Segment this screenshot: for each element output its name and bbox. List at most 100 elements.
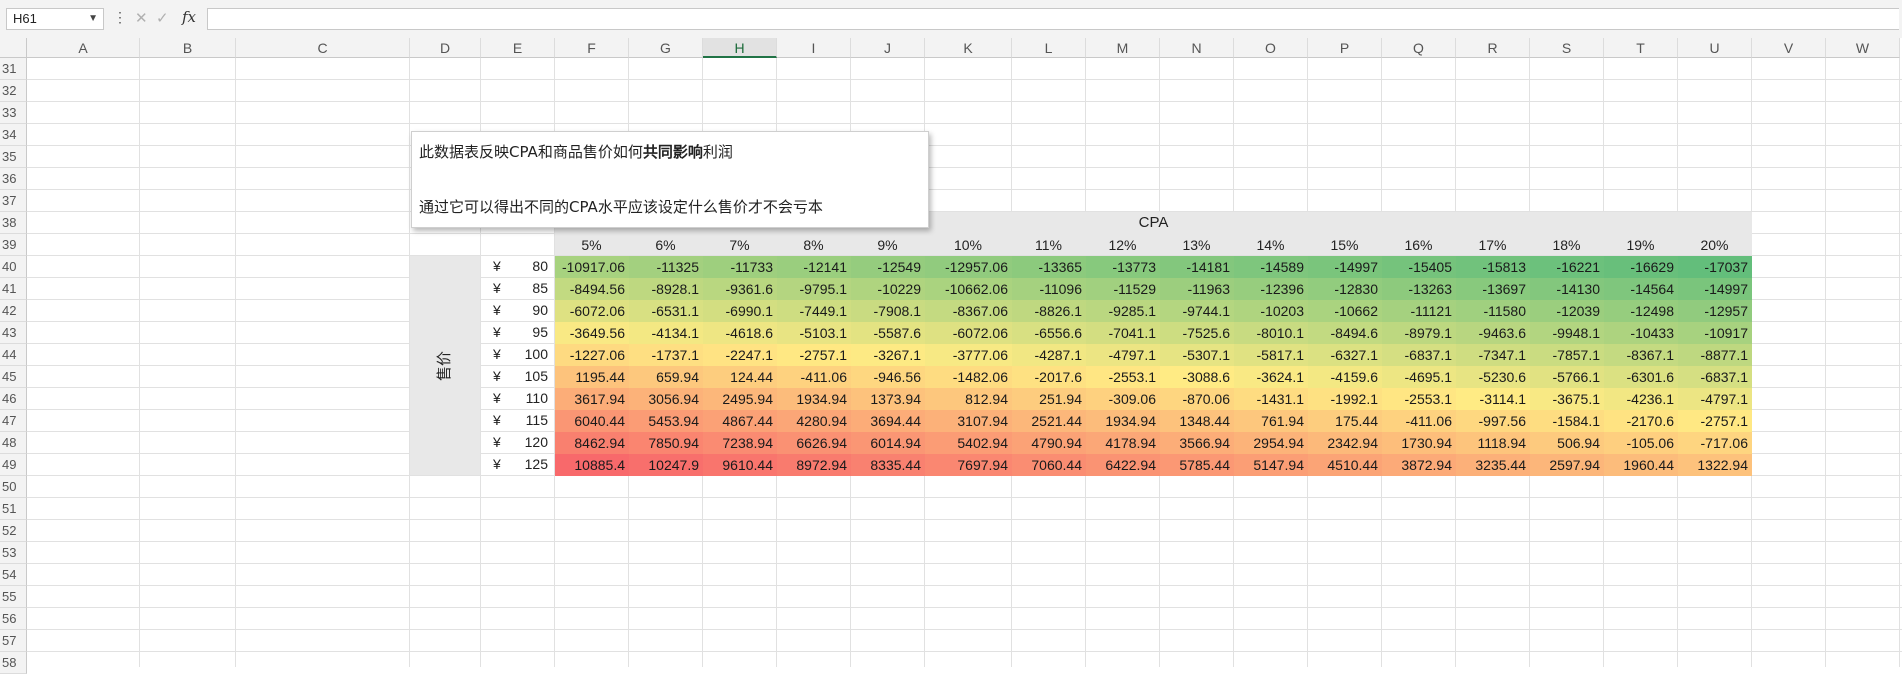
value-cell[interactable]: -2553.1: [1382, 388, 1456, 410]
column-header-j[interactable]: J: [851, 38, 925, 58]
value-cell[interactable]: -8367.1: [1604, 344, 1678, 366]
value-cell[interactable]: 1348.44: [1160, 410, 1234, 432]
value-cell[interactable]: -4159.6: [1308, 366, 1382, 388]
cpa-header-cell[interactable]: 16%: [1404, 237, 1433, 253]
value-cell[interactable]: 6040.44: [555, 410, 629, 432]
value-cell[interactable]: 8462.94: [555, 432, 629, 454]
value-cell[interactable]: -16629: [1604, 256, 1678, 278]
value-cell[interactable]: 251.94: [1012, 388, 1086, 410]
column-header-e[interactable]: E: [481, 38, 555, 58]
value-cell[interactable]: -4695.1: [1382, 366, 1456, 388]
value-cell[interactable]: 1373.94: [851, 388, 925, 410]
value-cell[interactable]: -6327.1: [1308, 344, 1382, 366]
column-header-i[interactable]: I: [777, 38, 851, 58]
price-cell[interactable]: ¥125: [481, 454, 554, 475]
value-cell[interactable]: 4178.94: [1086, 432, 1160, 454]
value-cell[interactable]: 2342.94: [1308, 432, 1382, 454]
column-header-m[interactable]: M: [1086, 38, 1160, 58]
row-header-53[interactable]: 53: [0, 542, 27, 564]
row-header-42[interactable]: 42: [0, 300, 27, 322]
value-cell[interactable]: 1934.94: [777, 388, 851, 410]
column-header-q[interactable]: Q: [1382, 38, 1456, 58]
cpa-header-cell[interactable]: 8%: [803, 237, 824, 253]
value-cell[interactable]: -7449.1: [777, 300, 851, 322]
value-cell[interactable]: -11325: [629, 256, 703, 278]
value-cell[interactable]: -3649.56: [555, 322, 629, 344]
value-cell[interactable]: -14130: [1530, 278, 1604, 300]
value-cell[interactable]: -4236.1: [1604, 388, 1678, 410]
column-header-l[interactable]: L: [1012, 38, 1086, 58]
value-cell[interactable]: 5402.94: [925, 432, 1012, 454]
value-cell[interactable]: -11733: [703, 256, 777, 278]
row-header-44[interactable]: 44: [0, 344, 27, 366]
cell-grid[interactable]: CPA 5% 6% 7% 8% 9% 10% 11% 12% 13% 14% 15% 16% 17% 18%…: [27, 58, 1902, 667]
value-cell[interactable]: -8877.1: [1678, 344, 1752, 366]
value-cell[interactable]: -1431.1: [1234, 388, 1308, 410]
column-header-v[interactable]: V: [1752, 38, 1826, 58]
value-cell[interactable]: -6837.1: [1382, 344, 1456, 366]
cpa-header-cell[interactable]: 17%: [1478, 237, 1507, 253]
value-cell[interactable]: 506.94: [1530, 432, 1604, 454]
value-cell[interactable]: 3872.94: [1382, 454, 1456, 476]
row-header-40[interactable]: 40: [0, 256, 27, 278]
row-header-55[interactable]: 55: [0, 586, 27, 608]
more-options-icon[interactable]: ⋮: [113, 9, 127, 25]
value-cell[interactable]: -13773: [1086, 256, 1160, 278]
value-cell[interactable]: 659.94: [629, 366, 703, 388]
price-cell[interactable]: ¥110: [481, 388, 554, 409]
value-cell[interactable]: 5453.94: [629, 410, 703, 432]
cpa-header-cell[interactable]: 10%: [953, 237, 983, 253]
value-cell[interactable]: -10662.06: [925, 278, 1012, 300]
value-cell[interactable]: -6301.6: [1604, 366, 1678, 388]
value-cell[interactable]: -10917.06: [555, 256, 629, 278]
value-cell[interactable]: 4510.44: [1308, 454, 1382, 476]
column-header-s[interactable]: S: [1530, 38, 1604, 58]
value-cell[interactable]: 4867.44: [703, 410, 777, 432]
row-header-49[interactable]: 49: [0, 454, 27, 476]
formula-input[interactable]: [207, 8, 1899, 30]
value-cell[interactable]: -7041.1: [1086, 322, 1160, 344]
value-cell[interactable]: -4797.1: [1086, 344, 1160, 366]
value-cell[interactable]: -13365: [1012, 256, 1086, 278]
value-cell[interactable]: -5817.1: [1234, 344, 1308, 366]
value-cell[interactable]: -6072.06: [925, 322, 1012, 344]
value-cell[interactable]: 6422.94: [1086, 454, 1160, 476]
value-cell[interactable]: 761.94: [1234, 410, 1308, 432]
value-cell[interactable]: -7525.6: [1160, 322, 1234, 344]
value-cell[interactable]: -10203: [1234, 300, 1308, 322]
value-cell[interactable]: 3694.44: [851, 410, 925, 432]
value-cell[interactable]: 3107.94: [925, 410, 1012, 432]
value-cell[interactable]: 1322.94: [1678, 454, 1752, 476]
chevron-down-icon[interactable]: ▼: [88, 13, 98, 24]
value-cell[interactable]: 3617.94: [555, 388, 629, 410]
value-cell[interactable]: -411.06: [777, 366, 851, 388]
value-cell[interactable]: -14997: [1308, 256, 1382, 278]
row-header-46[interactable]: 46: [0, 388, 27, 410]
column-header-b[interactable]: B: [140, 38, 236, 58]
row-header-48[interactable]: 48: [0, 432, 27, 454]
cpa-header-cell[interactable]: 12%: [1108, 237, 1137, 253]
value-cell[interactable]: -10917: [1678, 322, 1752, 344]
value-cell[interactable]: 8335.44: [851, 454, 925, 476]
row-header-50[interactable]: 50: [0, 476, 27, 498]
value-cell[interactable]: -9744.1: [1160, 300, 1234, 322]
value-cell[interactable]: 8972.94: [777, 454, 851, 476]
value-cell[interactable]: 2954.94: [1234, 432, 1308, 454]
check-icon[interactable]: ✓: [156, 9, 169, 27]
value-cell[interactable]: -870.06: [1160, 388, 1234, 410]
value-cell[interactable]: 7697.94: [925, 454, 1012, 476]
value-cell[interactable]: -9948.1: [1530, 322, 1604, 344]
row-header-43[interactable]: 43: [0, 322, 27, 344]
value-cell[interactable]: 1195.44: [555, 366, 629, 388]
column-header-p[interactable]: P: [1308, 38, 1382, 58]
price-cell[interactable]: ¥120: [481, 432, 554, 453]
value-cell[interactable]: 5147.94: [1234, 454, 1308, 476]
row-header-56[interactable]: 56: [0, 608, 27, 630]
value-cell[interactable]: -5307.1: [1160, 344, 1234, 366]
column-header-d[interactable]: D: [410, 38, 481, 58]
value-cell[interactable]: -3088.6: [1160, 366, 1234, 388]
column-header-h[interactable]: H: [703, 38, 777, 58]
value-cell[interactable]: 175.44: [1308, 410, 1382, 432]
value-cell[interactable]: 7060.44: [1012, 454, 1086, 476]
row-header-32[interactable]: 32: [0, 80, 27, 102]
